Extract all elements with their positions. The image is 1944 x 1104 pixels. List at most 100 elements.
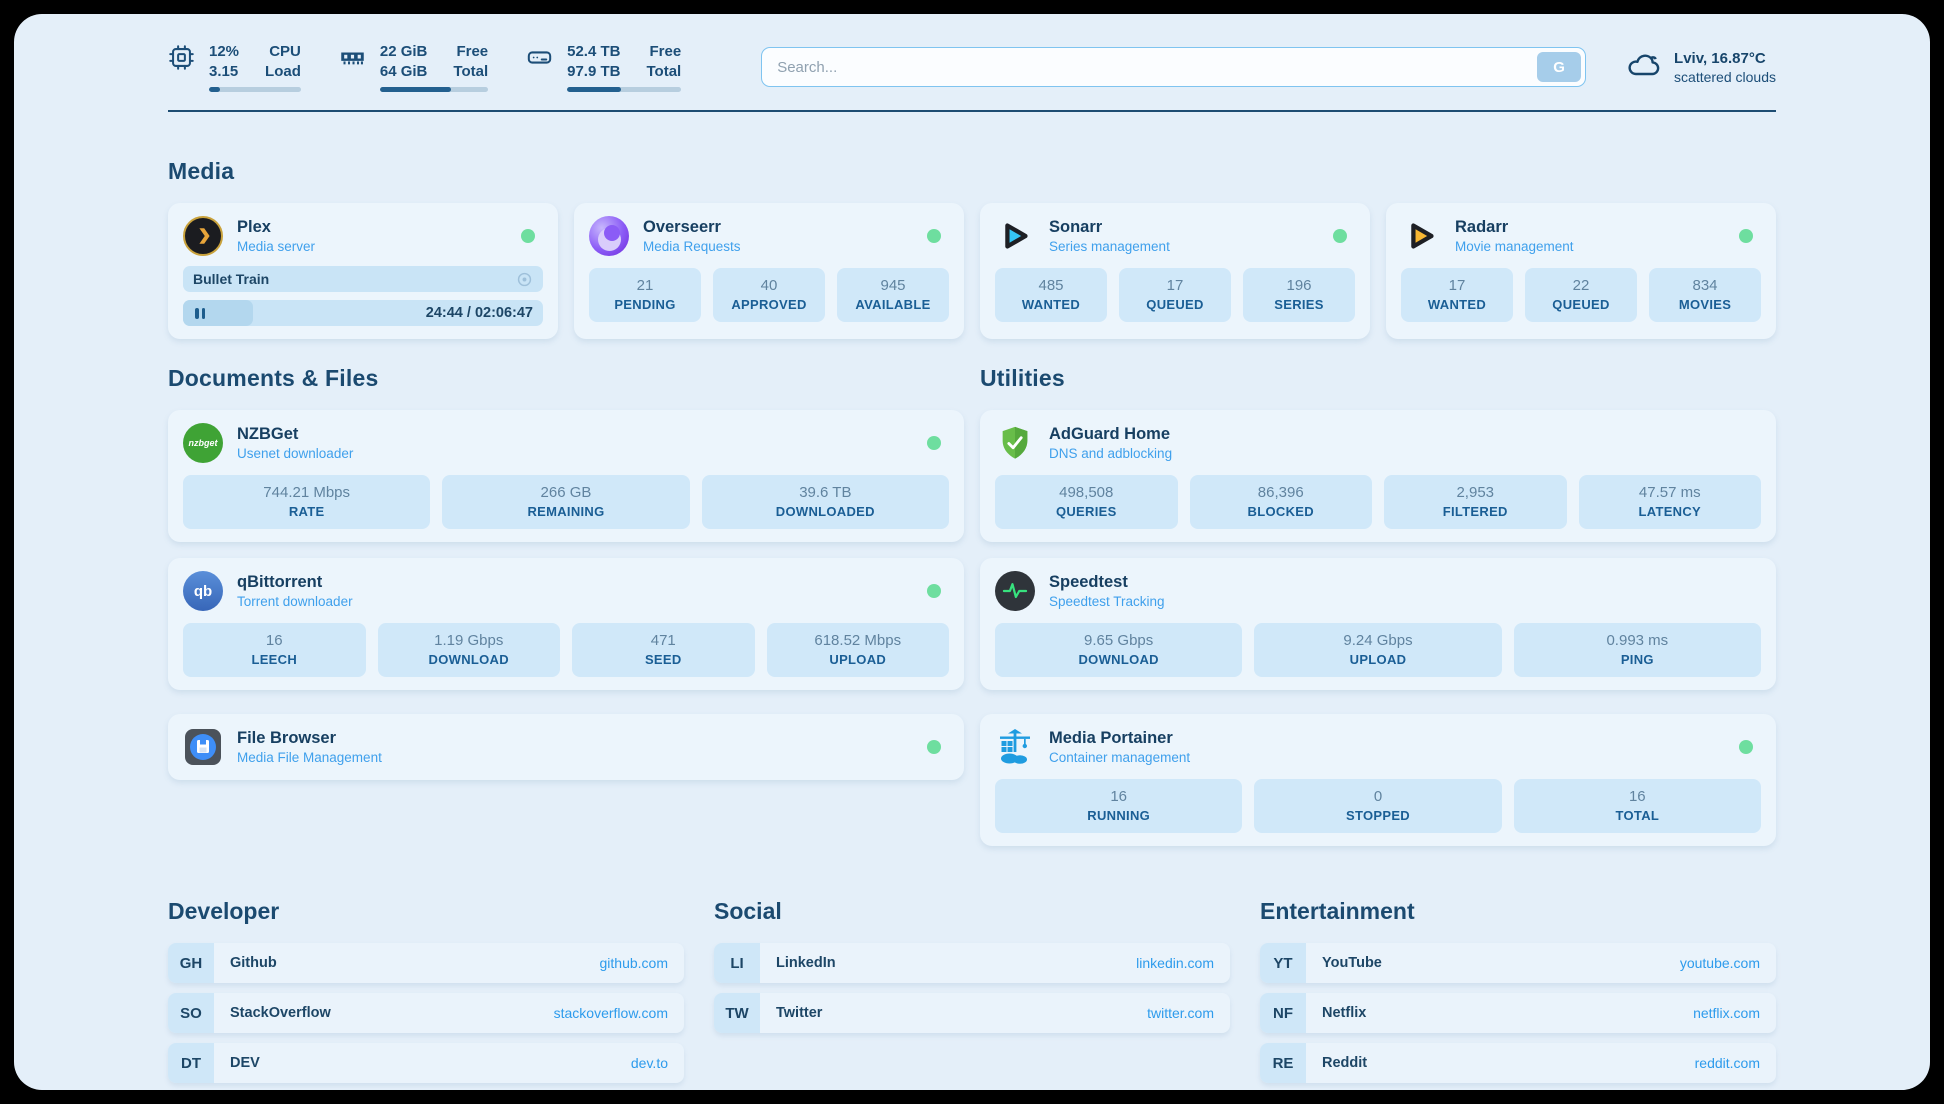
adguard-icon — [995, 423, 1035, 463]
app-title: Plex — [237, 217, 271, 236]
service-card-media-portainer[interactable]: Media Portainer Container management 16 … — [980, 714, 1776, 846]
app-title: Overseerr — [643, 217, 721, 236]
status-dot — [521, 229, 535, 243]
stat-latency: 47.57 ms LATENCY — [1578, 475, 1761, 529]
weather-condition: scattered clouds — [1674, 69, 1776, 85]
status-dot — [927, 584, 941, 598]
stat-stopped: 0 STOPPED — [1254, 779, 1502, 833]
link-abbr-badge: DT — [168, 1043, 214, 1083]
service-card-radarr[interactable]: Radarr Movie management 17 WANTED 22 QUE… — [1386, 203, 1776, 339]
cpu-progress-bar — [209, 87, 301, 92]
disk-total-label: Total — [646, 63, 682, 80]
link-abbr-badge: TW — [714, 993, 760, 1033]
now-playing-title: Bullet Train — [193, 271, 270, 287]
pause-icon — [195, 307, 205, 319]
app-title: Speedtest — [1049, 572, 1128, 591]
links-group-developer: Developer GH Github github.com SO StackO… — [168, 898, 684, 1083]
media-card-grid: Plex Media server Bullet Train 24:44 / 0… — [168, 203, 1776, 339]
app-title: NZBGet — [237, 424, 299, 443]
link-youtube[interactable]: YT YouTube youtube.com — [1260, 943, 1776, 983]
stat-upload: 9.24 Gbps UPLOAD — [1254, 623, 1502, 677]
section-title-entertainment: Entertainment — [1260, 898, 1415, 924]
app-subtitle: Usenet downloader — [237, 445, 354, 461]
stat-total: 16 TOTAL — [1513, 779, 1761, 833]
stat-blocked: 86,396 BLOCKED — [1189, 475, 1372, 529]
stat-approved: 40 APPROVED — [713, 268, 825, 322]
service-card-adguard-home[interactable]: AdGuard Home DNS and adblocking 498,508 … — [980, 410, 1776, 542]
app-title: AdGuard Home — [1049, 424, 1171, 443]
stat-download: 1.19 Gbps DOWNLOAD — [377, 623, 560, 677]
app-subtitle: Media File Management — [237, 749, 382, 765]
service-card-overseerr[interactable]: Overseerr Media Requests 21 PENDING 40 A… — [574, 203, 964, 339]
section-title-utilities: Utilities — [980, 365, 1065, 391]
service-card-qbittorrent[interactable]: qb qBittorrent Torrent downloader 16 LEE… — [168, 558, 964, 690]
link-abbr-badge: GH — [168, 943, 214, 983]
app-subtitle: Series management — [1049, 238, 1170, 254]
search-provider-button[interactable]: G — [1537, 52, 1582, 82]
ram-stat-widget: 22 GiB 64 GiB Free Total — [339, 42, 489, 92]
weather-widget: Lviv, 16.87°C scattered clouds — [1626, 47, 1776, 88]
ram-progress-bar — [379, 87, 489, 92]
disk-total-value: 97.9 TB — [567, 63, 621, 80]
stat-movies: 834 MOVIES — [1649, 268, 1761, 322]
stat-ping: 0.993 ms PING — [1513, 623, 1761, 677]
service-card-sonarr[interactable]: Sonarr Series management 485 WANTED 17 Q… — [980, 203, 1370, 339]
portainer-icon — [995, 727, 1035, 767]
dashboard-panel: 12% 3.15 CPU Load — [14, 14, 1930, 1090]
cast-icon[interactable] — [516, 271, 533, 288]
app-subtitle: DNS and adblocking — [1049, 445, 1173, 461]
plex-icon — [183, 216, 223, 256]
overseerr-icon — [589, 216, 629, 256]
service-card-plex[interactable]: Plex Media server Bullet Train 24:44 / 0… — [168, 203, 558, 339]
top-bar: 12% 3.15 CPU Load — [168, 42, 1776, 92]
stat-pending: 21 PENDING — [589, 268, 701, 322]
sonarr-icon — [995, 216, 1035, 256]
status-dot — [1739, 740, 1753, 754]
ram-total-label: Total — [453, 63, 489, 80]
service-card-file-browser[interactable]: File Browser Media File Management — [168, 714, 964, 780]
status-dot — [927, 229, 941, 243]
now-playing-row: Bullet Train — [183, 266, 543, 292]
link-reddit[interactable]: RE Reddit reddit.com — [1260, 1043, 1776, 1083]
links-group-social: Social LI LinkedIn linkedin.com TW Twitt… — [714, 898, 1230, 1033]
link-abbr-badge: NF — [1260, 993, 1306, 1033]
link-github[interactable]: GH Github github.com — [168, 943, 684, 983]
cpu-load-value: 3.15 — [209, 63, 239, 80]
cpu-load-label: Load — [265, 63, 301, 80]
status-dot — [927, 740, 941, 754]
topbar-divider — [168, 110, 1776, 112]
disk-progress-bar — [567, 87, 682, 92]
stat-queued: 17 QUEUED — [1119, 268, 1231, 322]
app-title: Sonarr — [1049, 217, 1103, 236]
link-stackoverflow[interactable]: SO StackOverflow stackoverflow.com — [168, 993, 684, 1033]
service-card-speedtest[interactable]: Speedtest Speedtest Tracking 9.65 Gbps D… — [980, 558, 1776, 690]
section-title-social: Social — [714, 898, 782, 924]
app-title: Media Portainer — [1049, 728, 1173, 747]
search-input[interactable] — [761, 47, 1587, 87]
cpu-label: CPU — [269, 43, 301, 60]
status-dot — [1739, 229, 1753, 243]
service-card-nzbget[interactable]: nzbget NZBGet Usenet downloader 744.21 M… — [168, 410, 964, 542]
link-abbr-badge: RE — [1260, 1043, 1306, 1083]
link-netflix[interactable]: NF Netflix netflix.com — [1260, 993, 1776, 1033]
stat-available: 945 AVAILABLE — [837, 268, 949, 322]
app-subtitle: Media server — [237, 238, 316, 254]
app-subtitle: Torrent downloader — [237, 593, 353, 609]
stat-leech: 16 LEECH — [183, 623, 366, 677]
app-title: File Browser — [237, 728, 337, 747]
ram-free-value: 22 GiB — [379, 43, 428, 60]
stat-running: 16 RUNNING — [995, 779, 1243, 833]
link-dev[interactable]: DT DEV dev.to — [168, 1043, 684, 1083]
app-subtitle: Container management — [1049, 749, 1191, 765]
status-dot — [927, 436, 941, 450]
link-twitter[interactable]: TW Twitter twitter.com — [714, 993, 1230, 1033]
disk-stat-widget: 52.4 TB 97.9 TB Free Total — [526, 42, 682, 92]
app-title: qBittorrent — [237, 572, 323, 591]
app-subtitle: Media Requests — [643, 238, 741, 254]
weather-location: Lviv, 16.87°C — [1674, 50, 1766, 67]
playback-elapsed-fill — [183, 300, 254, 326]
disk-free-value: 52.4 TB — [567, 43, 621, 60]
link-linkedin[interactable]: LI LinkedIn linkedin.com — [714, 943, 1230, 983]
file-browser-icon — [183, 727, 223, 767]
section-title-documents: Documents & Files — [168, 365, 379, 391]
